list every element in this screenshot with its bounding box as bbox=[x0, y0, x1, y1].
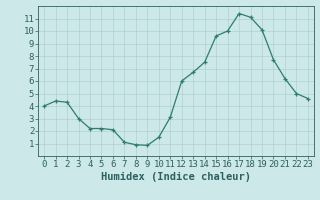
X-axis label: Humidex (Indice chaleur): Humidex (Indice chaleur) bbox=[101, 172, 251, 182]
